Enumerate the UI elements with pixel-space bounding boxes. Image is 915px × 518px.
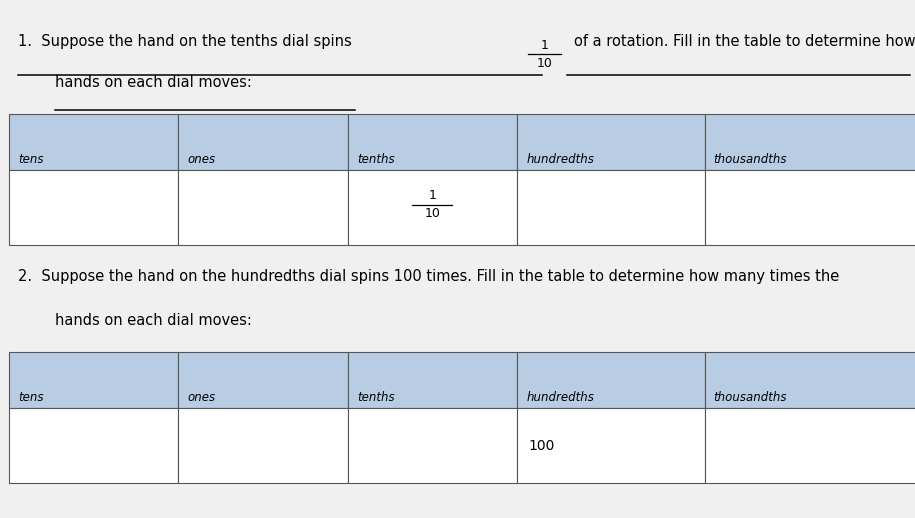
Bar	[705, 352, 915, 408]
Bar	[9, 170, 178, 245]
Text: hands on each dial moves:: hands on each dial moves:	[55, 313, 252, 328]
Text: 10: 10	[536, 57, 553, 70]
Text: hands on each dial moves:: hands on each dial moves:	[55, 75, 252, 90]
Text: 2.  Suppose the hand on the hundredths dial spins 100 times. Fill in the table t: 2. Suppose the hand on the hundredths di…	[18, 269, 840, 284]
Bar	[9, 352, 178, 408]
Bar	[348, 114, 517, 170]
Text: 1: 1	[428, 189, 436, 202]
Bar	[517, 170, 705, 245]
Text: thousandths: thousandths	[714, 391, 787, 404]
Bar	[348, 352, 517, 408]
Text: tens: tens	[18, 153, 44, 166]
Text: 10: 10	[425, 207, 440, 221]
Text: ones: ones	[188, 391, 216, 404]
Text: tens: tens	[18, 391, 44, 404]
Bar	[517, 408, 705, 483]
Bar	[517, 352, 705, 408]
Text: 1.  Suppose the hand on the tenths dial spins: 1. Suppose the hand on the tenths dial s…	[18, 34, 352, 49]
Text: hundredths: hundredths	[526, 391, 594, 404]
Bar	[705, 170, 915, 245]
Text: tenths: tenths	[357, 391, 394, 404]
Text: of a rotation. Fill in the table to determine how many times the: of a rotation. Fill in the table to dete…	[574, 34, 915, 49]
Text: thousandths: thousandths	[714, 153, 787, 166]
Bar	[178, 170, 348, 245]
Bar	[9, 114, 178, 170]
Bar	[9, 408, 178, 483]
Text: tenths: tenths	[357, 153, 394, 166]
Bar	[517, 114, 705, 170]
Bar	[705, 408, 915, 483]
Text: ones: ones	[188, 153, 216, 166]
Bar	[178, 352, 348, 408]
Bar	[705, 114, 915, 170]
Text: hundredths: hundredths	[526, 153, 594, 166]
Text: 1: 1	[541, 39, 548, 52]
Text: 100: 100	[528, 439, 554, 453]
Bar	[348, 408, 517, 483]
Bar	[348, 170, 517, 245]
Bar	[178, 114, 348, 170]
Bar	[178, 408, 348, 483]
